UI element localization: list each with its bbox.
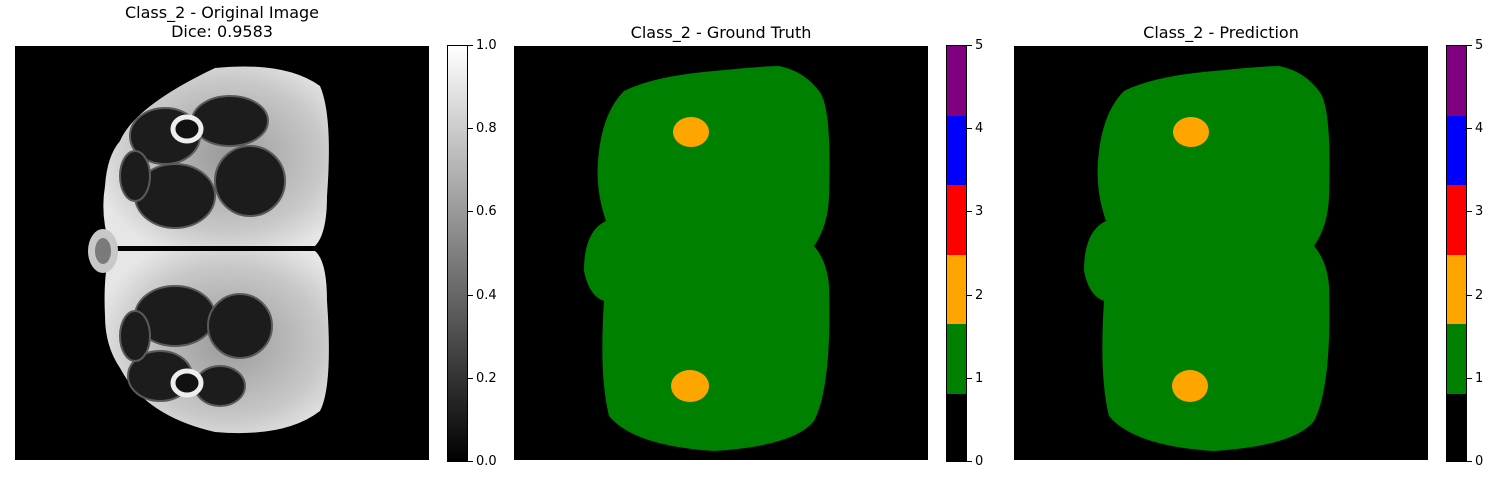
colorbar-tick: [967, 378, 972, 379]
colorbar-tick: [967, 461, 972, 462]
colorbar-segment-5: [947, 46, 966, 116]
original-image-title: Class_2 - Original Image Dice: 0.9583: [15, 3, 429, 41]
colorbar-segment-3: [947, 185, 966, 255]
colorbar-tick: [967, 128, 972, 129]
prediction-colorbar: [1446, 45, 1467, 462]
colorbar-tick-label: 5: [975, 38, 984, 53]
colorbar-tick-label: 1: [1475, 371, 1484, 386]
colorbar-tick: [468, 45, 473, 46]
colorbar-tick: [1467, 45, 1472, 46]
colorbar-tick: [1467, 128, 1472, 129]
prediction-title: Class_2 - Prediction: [1143, 23, 1299, 42]
grayscale-colorbar: [447, 45, 468, 462]
pred-class-2-upper: [1173, 117, 1209, 147]
colorbar-segment-3: [1447, 185, 1466, 255]
colorbar-tick-label: 5: [1475, 38, 1484, 53]
colorbar-tick: [468, 461, 473, 462]
colorbar-tick-label: 3: [1475, 204, 1484, 219]
colorbar-segment-5: [1447, 46, 1466, 116]
colorbar-tick-label: 0: [975, 454, 984, 469]
colorbar-tick: [468, 211, 473, 212]
colorbar-tick-label: 0.8: [476, 121, 497, 136]
colorbar-tick-label: 4: [1475, 121, 1484, 136]
colorbar-tick: [967, 211, 972, 212]
prediction-mask: [1014, 46, 1428, 460]
colorbar-segment-2: [1447, 255, 1466, 324]
colorbar-tick-label: 1: [975, 371, 984, 386]
gt-class-2-lower: [671, 370, 709, 402]
colorbar-segment-0: [947, 394, 966, 461]
ground-truth-mask: [514, 46, 928, 460]
colorbar-tick: [468, 128, 473, 129]
colorbar-tick: [1467, 295, 1472, 296]
gt-class-1-region: [584, 66, 830, 451]
ground-truth-colorbar: [946, 45, 967, 462]
colorbar-segment-1: [1447, 324, 1466, 394]
colorbar-tick: [967, 295, 972, 296]
pred-class-1-region: [1084, 66, 1330, 451]
colorbar-tick: [967, 45, 972, 46]
colorbar-tick-label: 2: [1475, 288, 1484, 303]
colorbar-tick-label: 0.0: [476, 454, 497, 469]
pred-class-2-lower: [1172, 370, 1208, 402]
colorbar-segment-4: [947, 116, 966, 185]
colorbar-tick-label: 0.6: [476, 204, 497, 219]
gt-class-2-upper: [673, 117, 709, 147]
colorbar-segment-4: [1447, 116, 1466, 185]
colorbar-tick-label: 4: [975, 121, 984, 136]
colorbar-tick: [1467, 211, 1472, 212]
colorbar-tick-label: 3: [975, 204, 984, 219]
ground-truth-title: Class_2 - Ground Truth: [630, 23, 812, 42]
dice-score-text: Dice: 0.9583: [171, 22, 273, 41]
colorbar-tick-label: 2: [975, 288, 984, 303]
colorbar-tick-label: 1.0: [476, 38, 497, 53]
colorbar-tick-label: 0.4: [476, 288, 497, 303]
colorbar-tick: [1467, 378, 1472, 379]
colorbar-tick: [1467, 461, 1472, 462]
colorbar-tick-label: 0.2: [476, 371, 497, 386]
colorbar-tick: [468, 295, 473, 296]
colorbar-tick: [468, 378, 473, 379]
colorbar-segment-2: [947, 255, 966, 324]
colorbar-segment-1: [947, 324, 966, 394]
colorbar-tick-label: 0: [1475, 454, 1484, 469]
original-mri-image: [15, 46, 429, 460]
original-image-title-text: Class_2 - Original Image: [124, 3, 320, 22]
colorbar-segment-0: [1447, 394, 1466, 461]
